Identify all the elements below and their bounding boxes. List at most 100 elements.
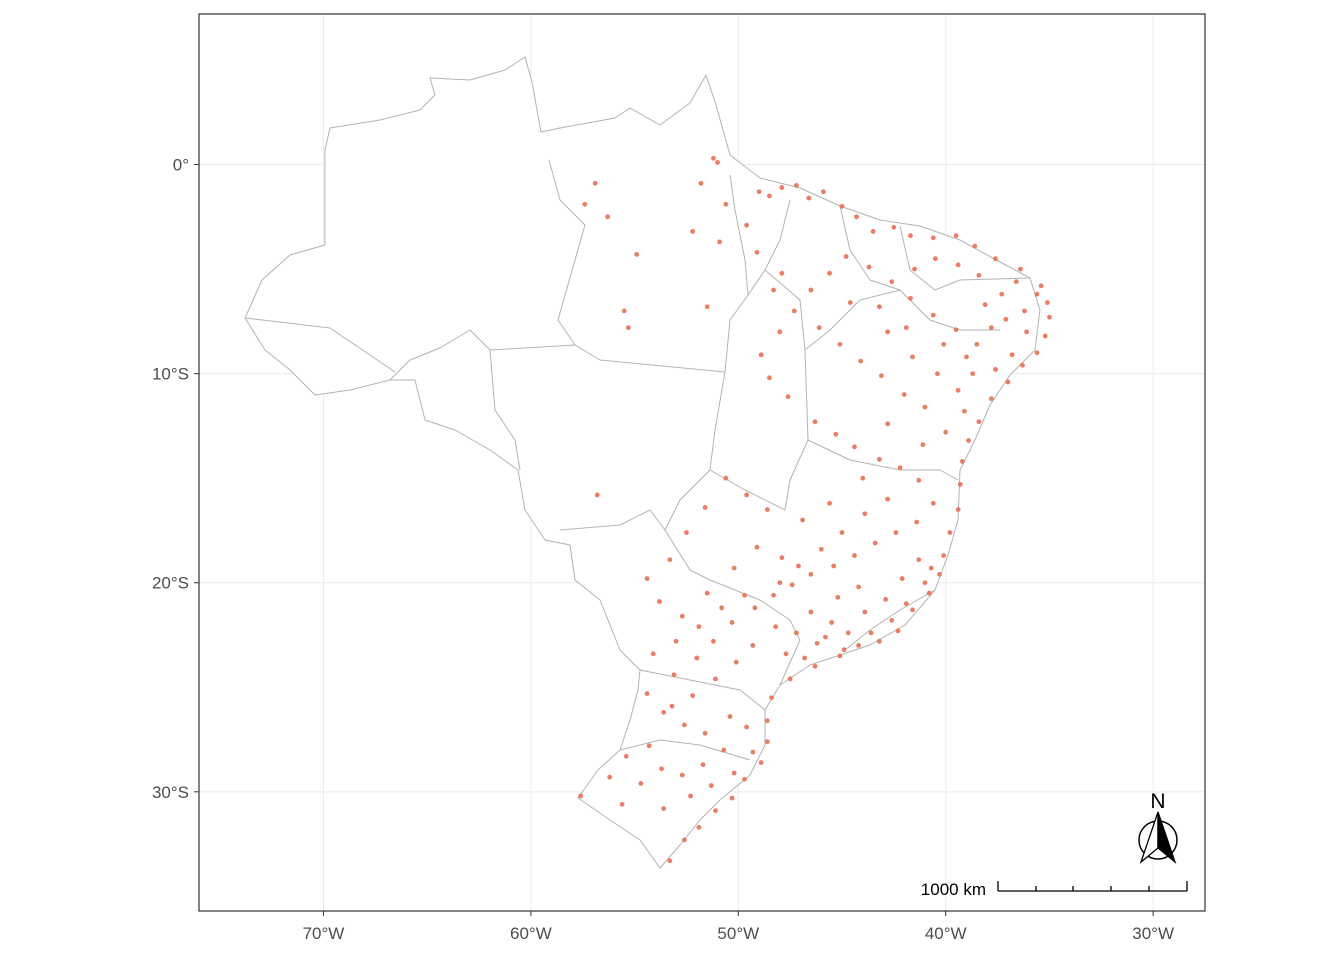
occurrence-point — [713, 808, 718, 814]
occurrence-point — [764, 739, 770, 745]
occurrence-point — [999, 291, 1005, 297]
occurrence-point — [764, 507, 770, 512]
occurrence-point — [694, 655, 700, 661]
occurrence-point — [839, 203, 845, 209]
occurrence-point — [1022, 308, 1027, 314]
occurrence-point — [930, 235, 936, 241]
occurrence-point — [961, 408, 967, 414]
y-tick-label: 10°S — [152, 365, 189, 384]
state-line — [489, 349, 521, 471]
occurrence-point — [970, 371, 976, 377]
occurrence-point — [982, 302, 988, 308]
occurrence-point — [744, 222, 749, 228]
occurrence-point — [926, 590, 932, 596]
occurrence-point — [690, 229, 696, 234]
state-line — [574, 174, 749, 373]
occurrence-point — [787, 676, 793, 682]
occurrence-point — [912, 266, 918, 272]
occurrence-point — [644, 576, 650, 581]
state-line — [899, 225, 1031, 291]
occurrence-point — [833, 431, 839, 437]
occurrence-point — [889, 279, 895, 285]
occurrence-point — [959, 459, 965, 464]
occurrence-point — [796, 563, 801, 569]
occurrence-point — [723, 201, 729, 207]
occurrence-point — [845, 630, 851, 636]
occurrence-point — [953, 233, 959, 239]
occurrence-point — [729, 795, 735, 801]
occurrence-point — [993, 367, 998, 372]
occurrence-point — [688, 793, 693, 799]
occurrence-point — [928, 565, 934, 571]
occurrence-point — [1003, 316, 1009, 322]
occurrence-point — [769, 695, 774, 701]
state-line — [764, 269, 809, 511]
occurrence-point — [914, 519, 920, 525]
occurrence-point — [721, 747, 727, 753]
occurrence-point — [592, 180, 598, 186]
occurrence-point — [966, 438, 971, 443]
occurrence-point — [910, 607, 915, 613]
occurrence-point — [841, 647, 847, 653]
occurrence-point — [684, 530, 689, 535]
state-line — [244, 317, 396, 373]
occurrence-point — [835, 594, 841, 600]
occurrence-point — [777, 580, 783, 586]
occurrence-point — [1038, 283, 1044, 289]
occurrence-point — [856, 643, 862, 648]
occurrence-point — [713, 676, 718, 682]
occurrence-point — [644, 691, 650, 696]
occurrence-point — [1034, 291, 1040, 297]
state-line — [747, 199, 791, 296]
occurrence-point — [783, 651, 789, 657]
occurrence-point — [723, 475, 729, 481]
panel-border — [198, 13, 1206, 912]
occurrence-point — [922, 580, 928, 586]
occurrence-point — [955, 262, 961, 268]
occurrence-point — [671, 672, 677, 678]
occurrence-point — [993, 256, 998, 262]
x-tick-label: 30°W — [1132, 924, 1174, 943]
occurrence-point — [941, 553, 947, 558]
occurrence-point — [719, 605, 725, 611]
occurrence-point — [856, 584, 862, 590]
occurrence-point — [793, 183, 799, 188]
occurrence-point — [1017, 266, 1023, 272]
occurrence-point — [773, 624, 779, 630]
state-line — [844, 589, 936, 651]
occurrence-point — [852, 553, 857, 558]
occurrence-point — [839, 530, 845, 535]
occurrence-point — [837, 653, 843, 659]
occurrence-point — [820, 189, 826, 195]
occurrence-point — [634, 252, 640, 257]
occurrence-point — [916, 477, 922, 483]
occurrence-point — [661, 709, 667, 715]
occurrence-point — [908, 295, 913, 301]
occurrence-point — [1013, 279, 1019, 285]
occurrence-point — [1042, 333, 1048, 339]
occurrence-point — [901, 392, 907, 397]
occurrence-point — [829, 620, 835, 625]
occurrence-point — [717, 239, 723, 245]
occurrence-point — [897, 465, 903, 471]
occurrence-point — [771, 592, 776, 598]
occurrence-point — [806, 195, 812, 201]
occurrence-point — [698, 180, 704, 186]
occurrence-point — [752, 605, 758, 611]
country-outline — [244, 56, 1041, 869]
north-arrow-icon: N — [1138, 790, 1178, 864]
axis-ticks: 70°W 60°W 50°W 40°W 30°W 0° 10°S 20°S 30°S — [152, 156, 1174, 943]
occurrence-point — [953, 327, 959, 333]
occurrence-point — [696, 624, 702, 630]
occurrence-point — [582, 201, 588, 207]
occurrence-point — [955, 507, 961, 512]
occurrence-point — [876, 456, 882, 462]
occurrence-point — [943, 429, 949, 435]
occurrence-point — [903, 325, 909, 331]
occurrence-point — [903, 601, 909, 607]
occurrence-point — [659, 766, 664, 772]
occurrence-point — [702, 505, 708, 510]
occurrence-point — [889, 617, 895, 623]
occurrence-point — [937, 571, 942, 577]
occurrence-point — [988, 396, 994, 402]
